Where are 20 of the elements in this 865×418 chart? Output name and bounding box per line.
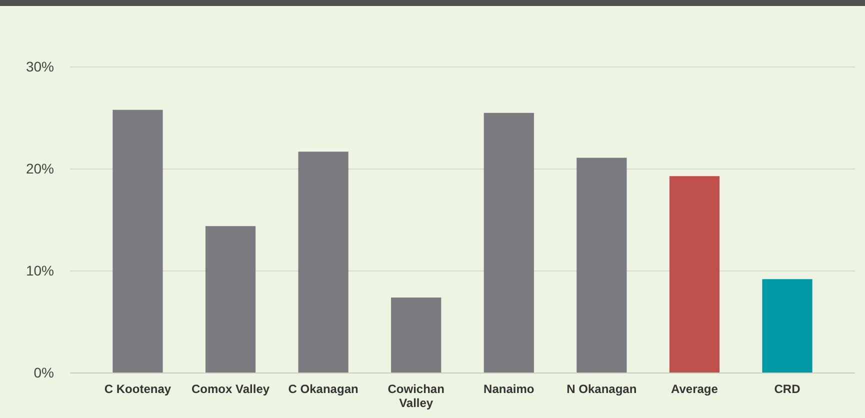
x-tick-label: Cowichan Valley — [388, 382, 444, 410]
y-tick-label: 20% — [26, 160, 54, 176]
y-tick-label: 10% — [26, 262, 54, 278]
x-tick-label: N Okanagan — [566, 382, 637, 396]
y-tick-label: 0% — [34, 364, 54, 380]
x-tick-label: C Okanagan — [288, 382, 358, 396]
bar — [298, 152, 348, 373]
x-tick-label: C Kootenay — [104, 382, 172, 396]
bar — [112, 110, 163, 373]
bar — [762, 279, 812, 373]
x-tick-label: Comox Valley — [192, 382, 270, 396]
bar — [484, 112, 534, 373]
x-tick-label: Nanaimo — [484, 382, 534, 396]
bar — [669, 176, 720, 373]
x-tick-label: CRD — [774, 382, 801, 396]
bar — [205, 226, 256, 373]
x-tick-label: Average — [671, 382, 718, 396]
y-tick-label: 30% — [26, 58, 54, 74]
bar — [391, 298, 442, 373]
bar — [576, 158, 627, 373]
